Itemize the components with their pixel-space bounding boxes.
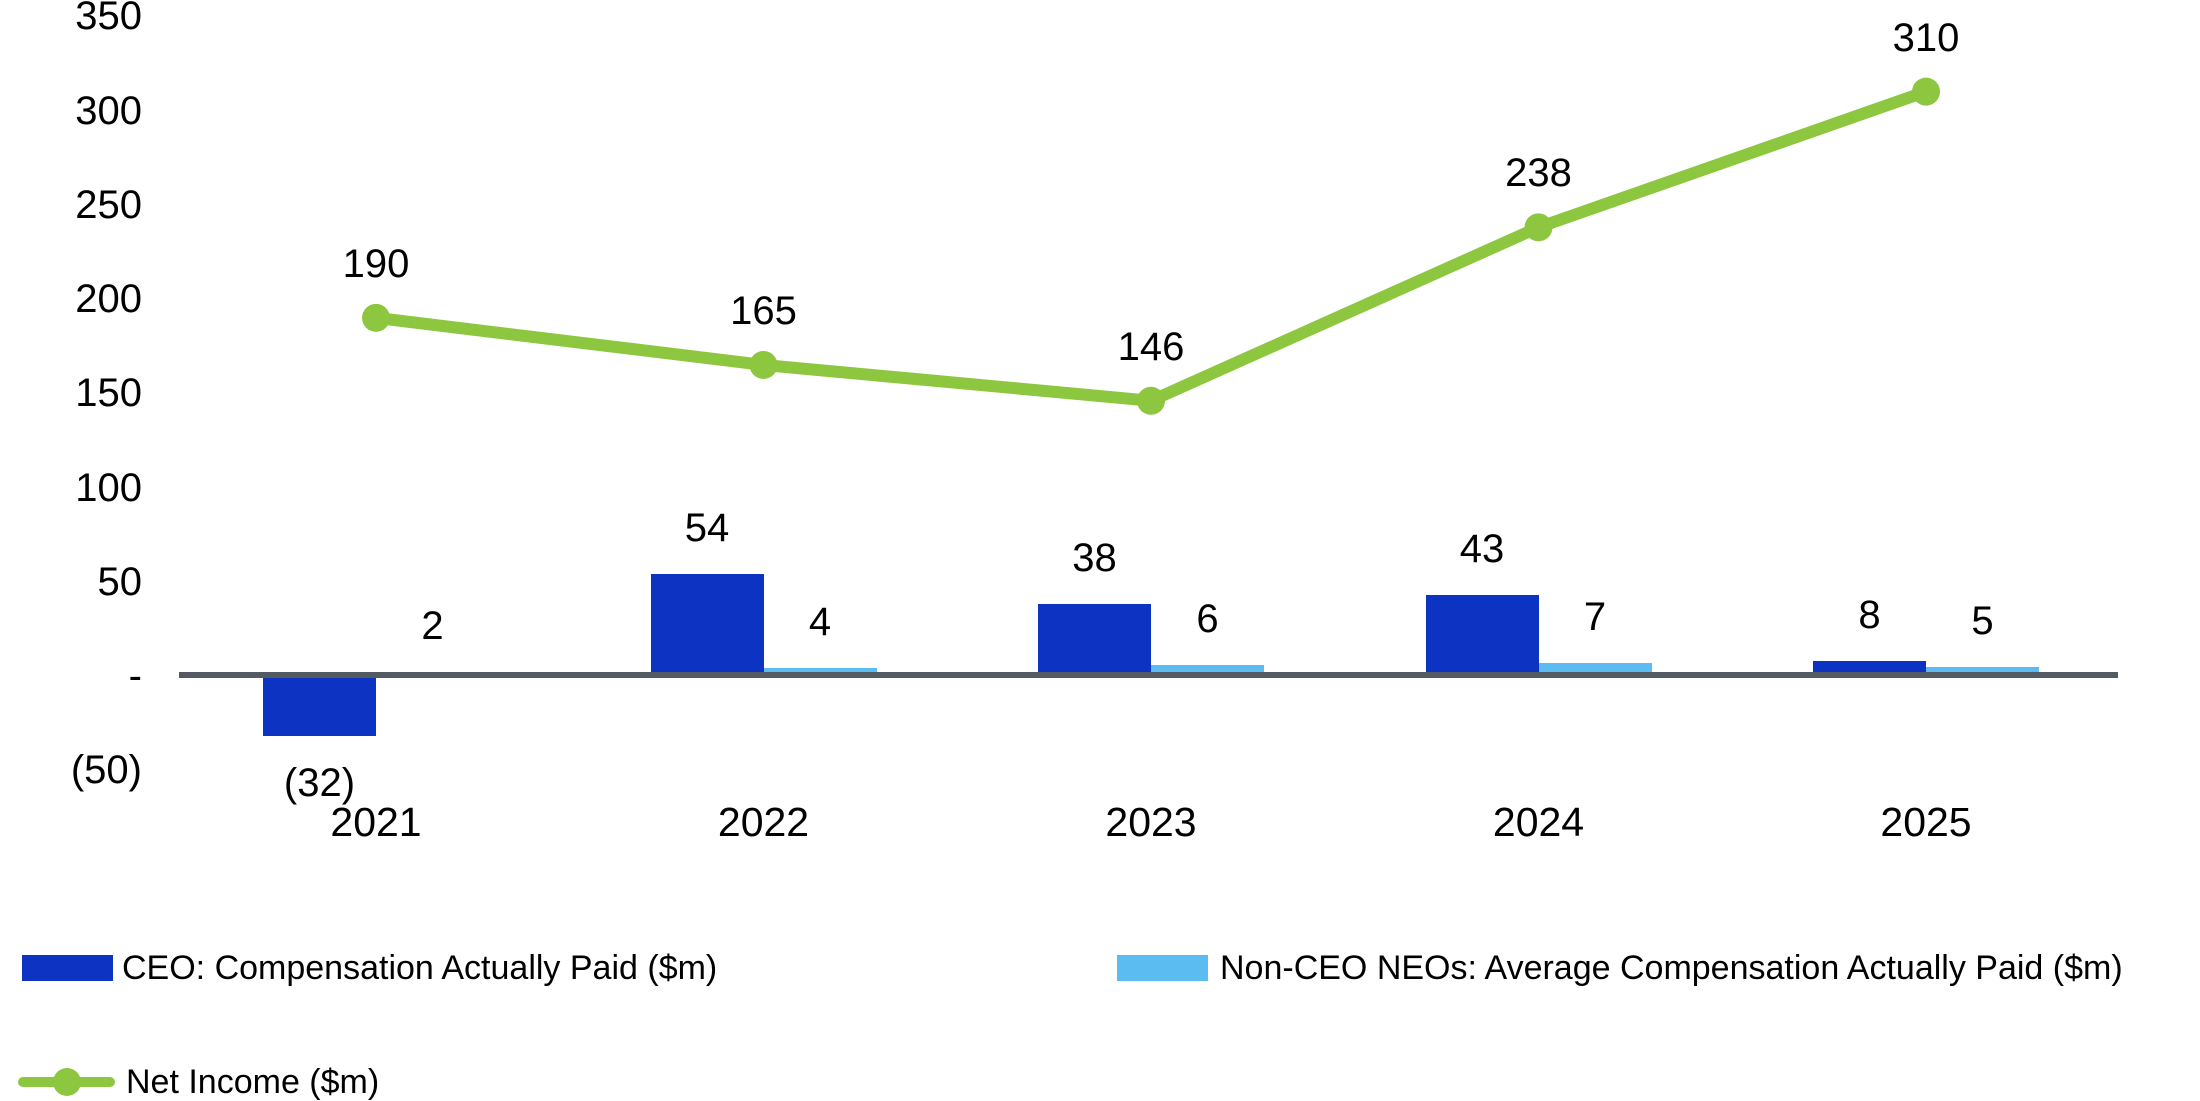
ceo-bar: [263, 676, 376, 737]
net-income-value-label: 146: [1117, 324, 1185, 369]
legend-item-ceo: CEO: Compensation Actually Paid ($m): [22, 949, 717, 987]
net-income-value-label: 310: [1892, 15, 1960, 60]
net-income-value-label: 165: [730, 288, 797, 333]
net-income-value-label: 238: [1505, 151, 1572, 196]
net-income-point: [1912, 77, 1940, 106]
y-tick-label: 200: [75, 277, 142, 321]
y-tick-label: 100: [75, 465, 142, 510]
ceo-bar-value-label: (32): [283, 761, 356, 806]
x-axis-line: [179, 672, 2118, 678]
net-income-point: [749, 350, 778, 379]
x-axis-year-label: 2022: [717, 799, 810, 845]
neo-bar: [1151, 664, 1264, 676]
ceo-bar: [1038, 604, 1151, 676]
net-income-point: [1524, 213, 1553, 242]
neo-bar-value-label: 6: [1196, 596, 1219, 641]
y-tick-label: (50): [70, 748, 142, 793]
legend-line-marker-icon: [18, 1068, 115, 1096]
y-tick-label: 300: [75, 88, 142, 133]
legend-swatch-neo-bar: [1117, 955, 1208, 981]
x-axis-year-label: 2024: [1492, 799, 1585, 845]
y-tick-label: 350: [75, 0, 142, 39]
neo-bar-value-label: 5: [1971, 598, 1994, 643]
legend-dot-icon: [53, 1068, 81, 1096]
neo-bar-value-label: 4: [808, 600, 832, 645]
ceo-bar: [650, 574, 764, 676]
y-tick-label: 250: [75, 182, 142, 227]
neo-bar-value-label: 2: [421, 604, 444, 649]
y-tick-label: 150: [75, 371, 142, 416]
legend-item-net-income: Net Income ($m): [18, 1063, 379, 1101]
legend-item-non-ceo-neos: Non-CEO NEOs: Average Compensation Actua…: [1117, 949, 2123, 987]
y-tick-label: 50: [97, 559, 143, 604]
net-income-value-label: 190: [342, 241, 410, 286]
x-axis-year-label: 2025: [1880, 799, 1972, 845]
ceo-bar-value-label: 43: [1459, 526, 1505, 571]
x-axis-year-label: 2023: [1105, 799, 1197, 845]
legend-label-non-ceo-neos: Non-CEO NEOs: Average Compensation Actua…: [1220, 949, 2123, 987]
neo-bar: [1926, 666, 2039, 676]
legend-label-net-income: Net Income ($m): [126, 1063, 380, 1101]
ceo-bar-value-label: 54: [684, 506, 730, 551]
x-axis-year-label: 2021: [330, 799, 422, 845]
legend-swatch-ceo-bar: [22, 955, 113, 981]
net-income-point: [1137, 386, 1165, 415]
ceo-bar-value-label: 38: [1072, 536, 1117, 581]
ceo-bar: [1425, 594, 1539, 676]
net-income-point: [362, 303, 390, 332]
neo-bar-value-label: 7: [1583, 594, 1607, 639]
y-tick-label: -: [128, 654, 142, 698]
ceo-bar-value-label: 8: [1858, 592, 1881, 637]
legend-label-ceo: CEO: Compensation Actually Paid ($m): [122, 949, 718, 987]
